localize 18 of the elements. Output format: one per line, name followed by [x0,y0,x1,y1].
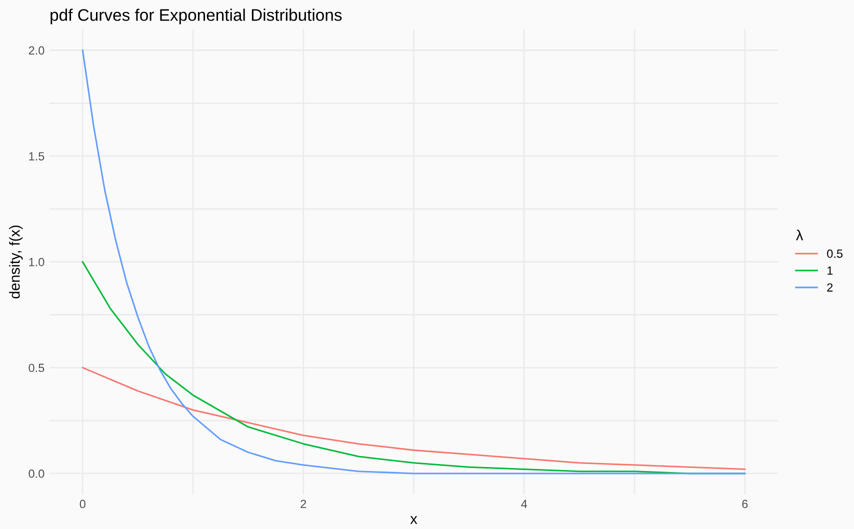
line-series [82,49,746,474]
y-tick-label: 1.5 [29,152,44,160]
x-tick-label: 0 [80,500,86,508]
x-tick-label: 6 [742,500,748,508]
y-axis-title: density, f(x) [9,226,23,298]
legend-title: λ [796,230,804,240]
x-tick-label: 4 [521,500,528,508]
legend-label: 0.5 [827,250,843,258]
legend-label: 2 [827,283,833,292]
line-series [82,366,746,470]
y-tick-label: 2.0 [28,46,44,55]
chart-title: pdf Curves for Exponential Distributions [50,8,342,24]
legend-label: 1 [828,266,833,275]
x-axis-title: x [410,516,418,524]
y-tick-label: 0.5 [28,364,44,372]
y-tick-label: 1.0 [29,258,44,266]
text: 0.0 [28,469,44,478]
x-tick-label: 2 [300,500,306,508]
